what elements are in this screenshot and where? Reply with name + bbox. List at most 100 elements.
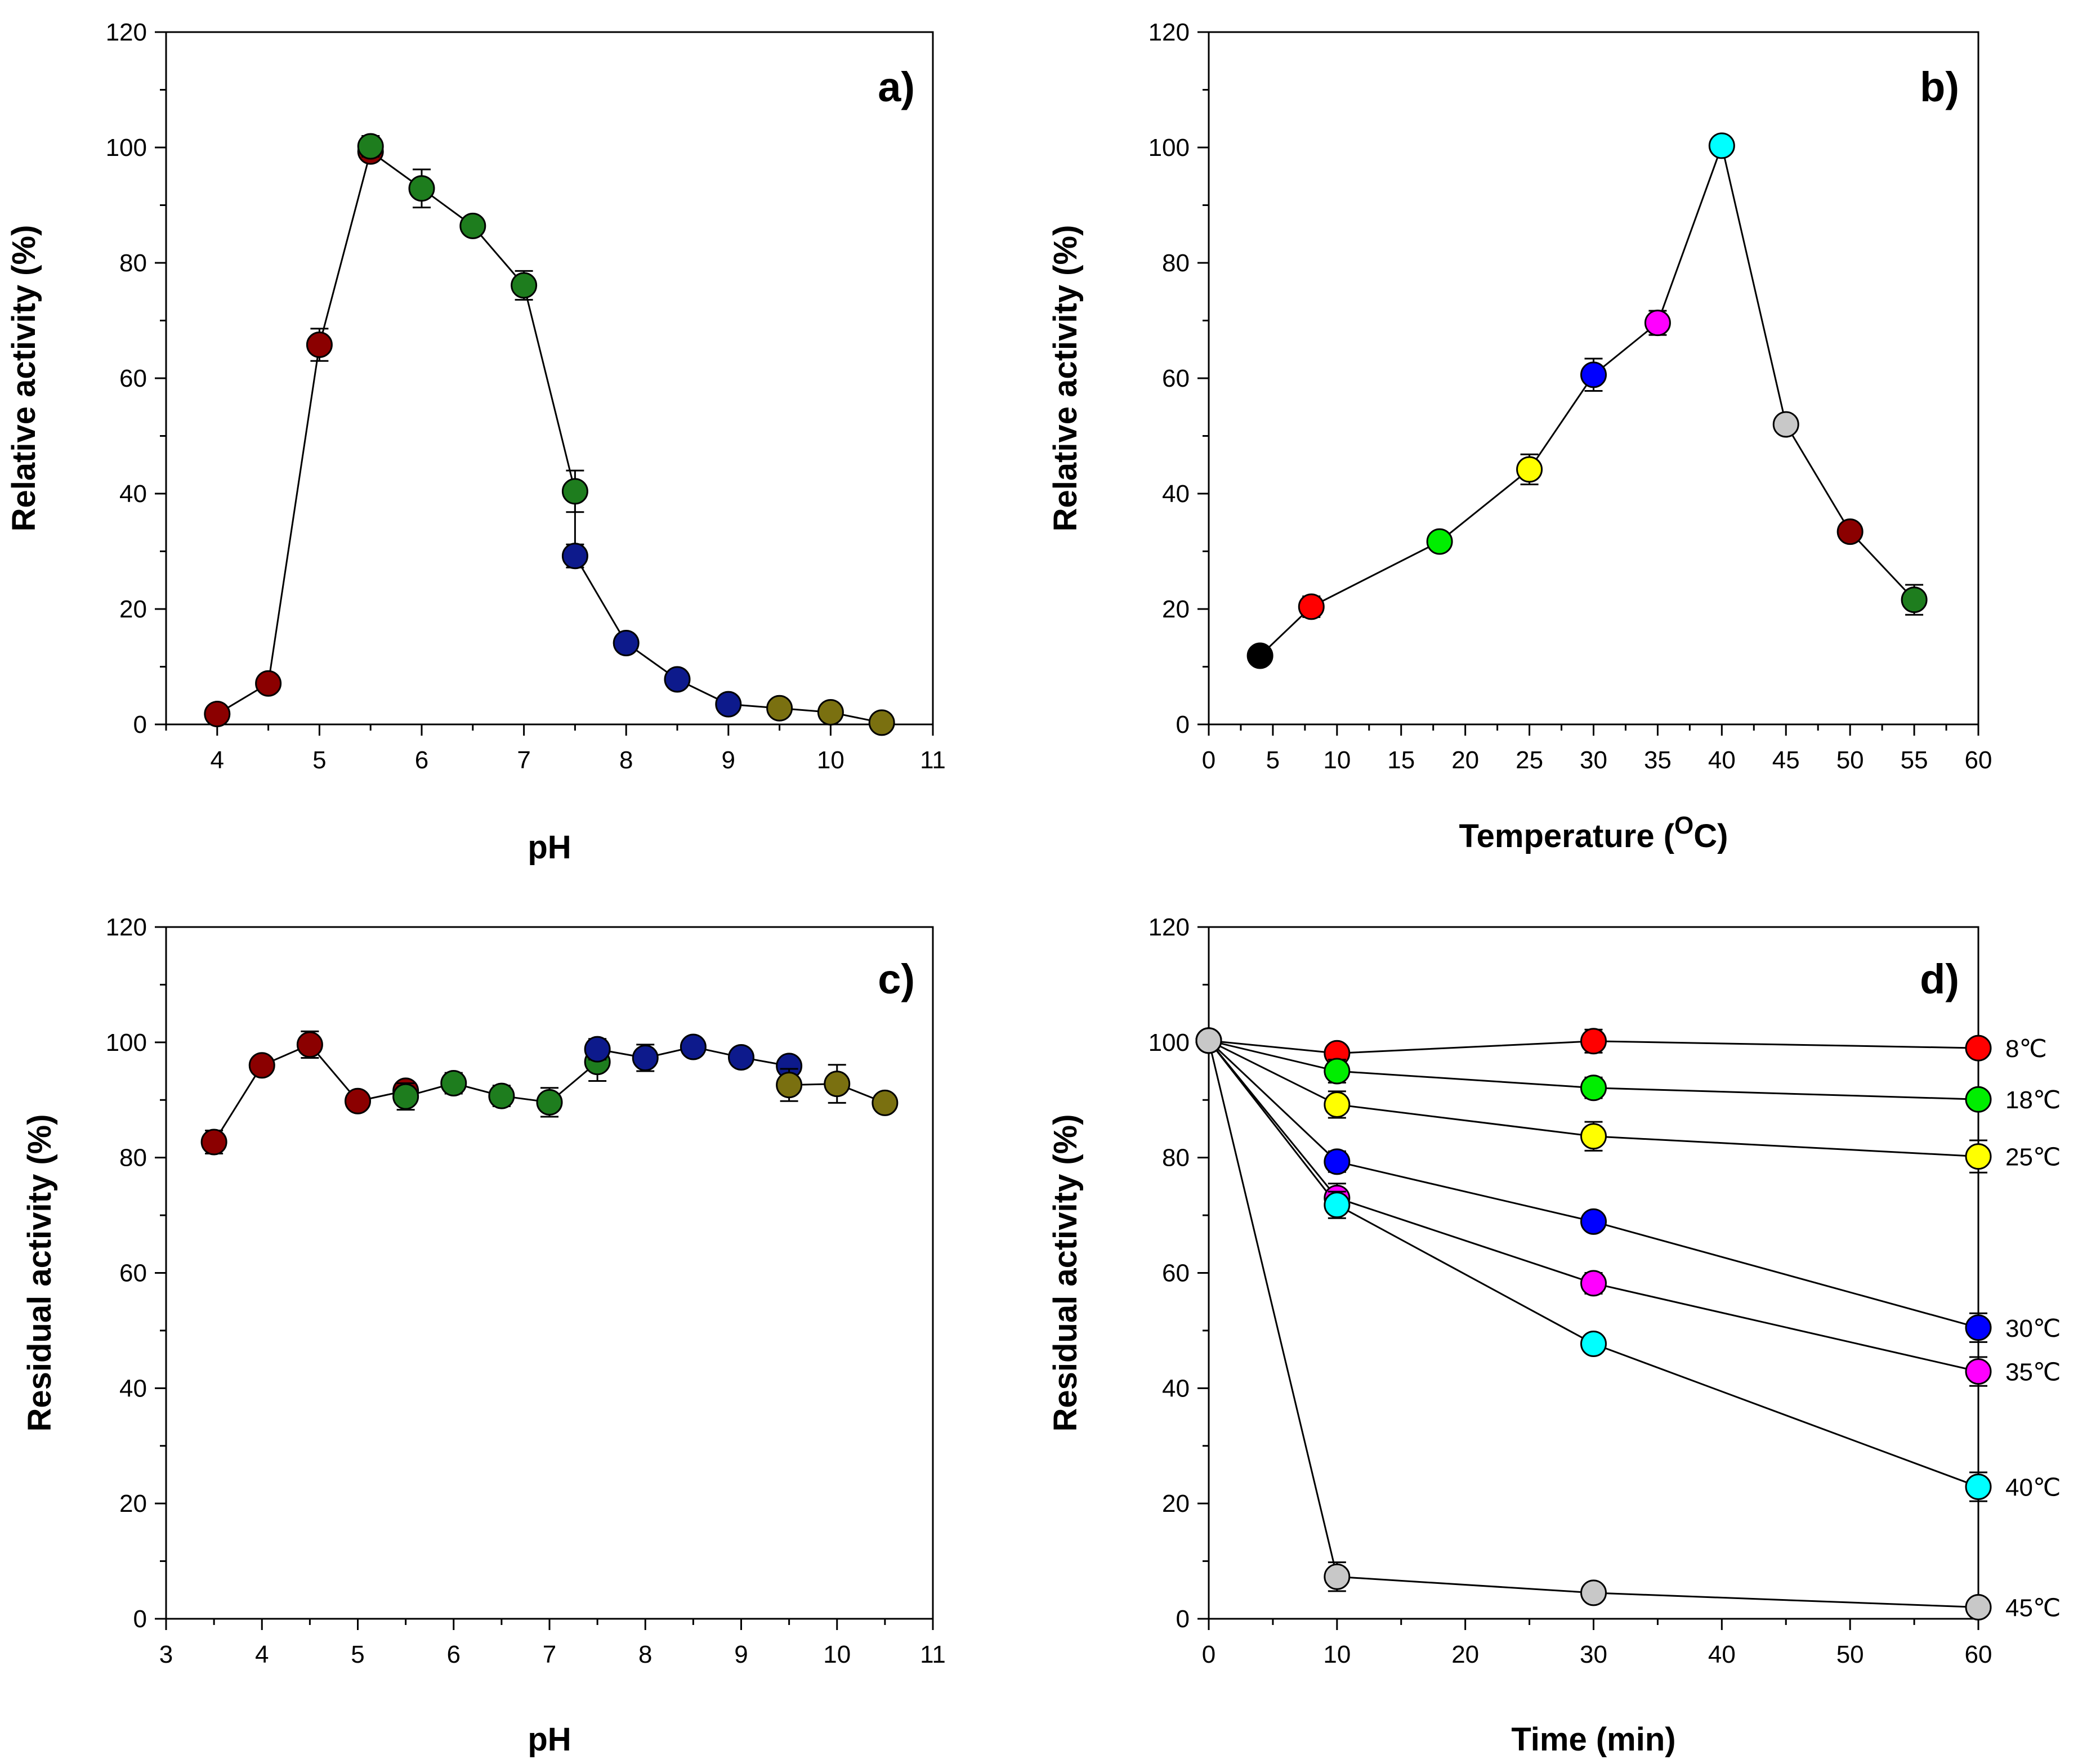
y-axis-title: Residual activity (%) [1047, 1114, 1084, 1431]
data-point [1965, 1594, 1992, 1621]
data-point [680, 1033, 707, 1060]
x-tick-label: 11 [920, 746, 946, 774]
data-point [1965, 1358, 1992, 1385]
data-point [632, 1044, 659, 1071]
plot-frame [165, 31, 934, 726]
series-label: 30℃ [2005, 1315, 2061, 1342]
y-tick-label: 60 [1162, 1260, 1190, 1287]
data-point [824, 1071, 851, 1098]
x-tick-label: 25 [1516, 746, 1543, 774]
x-tick-label: 7 [517, 746, 530, 774]
plot-frame [165, 926, 934, 1620]
x-tick-label: 10 [1323, 746, 1351, 774]
x-tick-label: 55 [1901, 746, 1928, 774]
x-tick-label: 10 [1323, 1641, 1351, 1668]
x-tick-label: 50 [1836, 746, 1864, 774]
series-label: 45℃ [2005, 1595, 2061, 1622]
data-point [715, 691, 742, 718]
data-point [1965, 1314, 1992, 1341]
series-line [1259, 142, 1915, 657]
x-tick-label: 35 [1644, 746, 1672, 774]
y-tick-label: 120 [106, 19, 147, 46]
x-tick-label: 9 [734, 1641, 748, 1668]
y-axis-title: Relative activity (%) [1047, 225, 1084, 532]
data-point [511, 272, 538, 299]
data-point [766, 695, 793, 722]
panel-label: c) [878, 956, 915, 1002]
x-tick-label: 5 [351, 1641, 364, 1668]
y-tick-label: 80 [1162, 1144, 1190, 1172]
y-tick-label: 0 [1176, 1605, 1190, 1633]
series-label: 40℃ [2005, 1474, 2061, 1501]
x-tick-label: 8 [638, 1641, 652, 1668]
y-tick-label: 100 [106, 134, 147, 162]
data-point [613, 629, 640, 656]
series-line [1208, 1040, 1979, 1329]
data-point [345, 1087, 371, 1114]
data-point [1901, 586, 1928, 614]
data-point [872, 1089, 899, 1116]
y-tick-label: 20 [1162, 596, 1190, 623]
y-tick-label: 60 [119, 365, 147, 392]
x-tick-label: 10 [823, 1641, 851, 1668]
data-point [1580, 1579, 1607, 1606]
x-tick-label: 40 [1708, 746, 1736, 774]
data-point [561, 478, 588, 505]
x-tick-label: 45 [1772, 746, 1800, 774]
data-point [1580, 1208, 1607, 1235]
data-point [1426, 528, 1453, 555]
x-tick-label: 50 [1836, 1641, 1864, 1668]
data-point [357, 133, 384, 160]
data-point [1644, 310, 1671, 337]
series-line [1208, 1040, 1979, 1054]
data-point [1965, 1035, 1992, 1062]
series-line [217, 150, 882, 724]
data-point [408, 175, 435, 202]
y-tick-label: 100 [106, 1029, 147, 1056]
y-tick-label: 80 [119, 1144, 147, 1172]
x-tick-label: 10 [817, 746, 844, 774]
x-axis-title: pH [528, 1721, 571, 1758]
data-point [1772, 411, 1799, 438]
series-label: 18℃ [2005, 1086, 2061, 1114]
panel-label: d) [1920, 956, 1959, 1002]
y-tick-label: 20 [119, 596, 147, 623]
x-tick-label: 6 [447, 1641, 461, 1668]
data-point [1580, 1074, 1607, 1102]
data-point [1580, 361, 1607, 388]
data-point [1965, 1143, 1992, 1170]
data-point [248, 1052, 275, 1079]
data-point [306, 332, 333, 359]
panel-label: b) [1920, 64, 1959, 110]
y-tick-label: 40 [119, 480, 147, 508]
panel-d-residual-activity-vs-time: 0 20 40 60 80 100 120 0 10 20 30 40 50 60 Residual act… [1047, 914, 2061, 1758]
y-tick-label: 40 [1162, 1375, 1190, 1402]
series-line [1208, 1040, 1979, 1100]
y-tick-label: 100 [1149, 134, 1190, 162]
series-label: 25℃ [2005, 1144, 2061, 1171]
x-tick-label: 4 [211, 746, 224, 774]
panel-b-relative-activity-vs-temperature: 0 20 40 60 80 100 120 0 5 10 15 20 25 30 35 40 45 50 55 60 R… [1047, 19, 1992, 854]
y-tick-label: 0 [133, 1605, 147, 1633]
y-tick-label: 60 [1162, 365, 1190, 392]
data-point [1580, 1330, 1607, 1357]
data-point [1965, 1473, 1992, 1500]
y-tick-label: 80 [119, 249, 147, 277]
data-point [204, 701, 231, 728]
data-point [1836, 518, 1864, 545]
x-tick-label: 40 [1708, 1641, 1736, 1668]
data-point [255, 670, 282, 697]
data-point [868, 709, 895, 736]
data-point [1516, 456, 1543, 483]
data-point [664, 666, 691, 693]
data-point [776, 1072, 803, 1099]
panel-label: a) [878, 64, 915, 110]
series-line [1208, 1040, 1979, 1609]
x-tick-label: 6 [415, 746, 428, 774]
data-point [1324, 1091, 1351, 1118]
series-label: 8℃ [2005, 1035, 2047, 1063]
x-tick-label: 4 [255, 1641, 269, 1668]
data-point [1246, 642, 1273, 669]
series-line [1208, 1040, 1979, 1373]
